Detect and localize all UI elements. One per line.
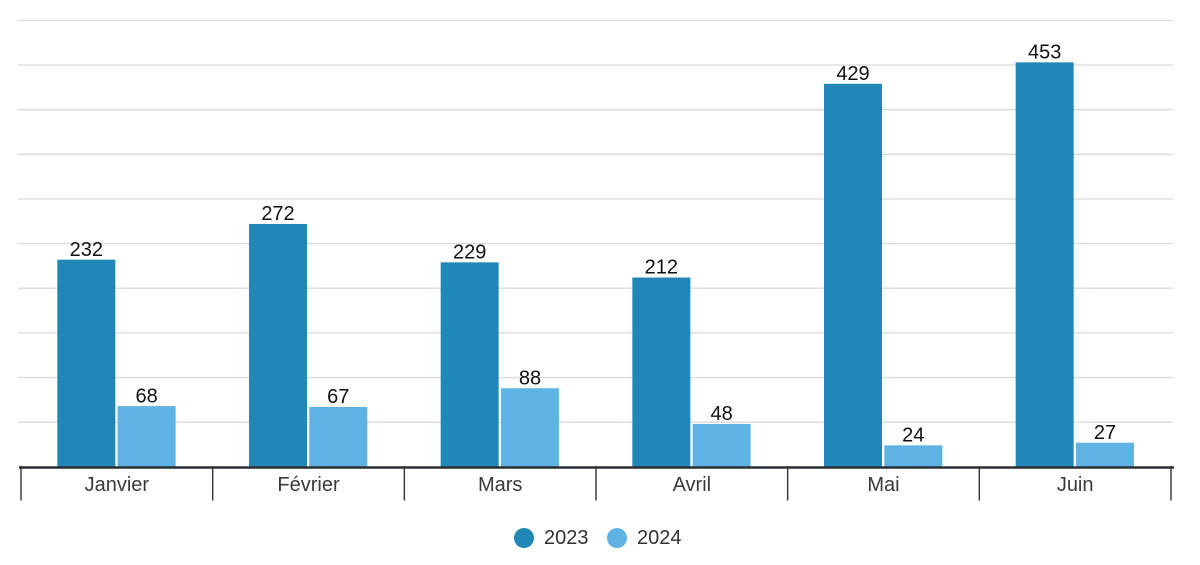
svg-text:2023: 2023 bbox=[544, 527, 589, 549]
svg-text:Avril: Avril bbox=[673, 474, 712, 496]
svg-text:429: 429 bbox=[836, 63, 869, 85]
svg-text:88: 88 bbox=[519, 367, 541, 389]
svg-text:272: 272 bbox=[261, 203, 294, 225]
svg-text:27: 27 bbox=[1094, 422, 1116, 444]
svg-text:229: 229 bbox=[453, 242, 486, 264]
svg-text:Mai: Mai bbox=[867, 474, 899, 496]
svg-text:232: 232 bbox=[70, 239, 103, 261]
svg-text:212: 212 bbox=[645, 257, 678, 279]
svg-text:453: 453 bbox=[1028, 42, 1061, 64]
svg-text:Mars: Mars bbox=[478, 474, 522, 496]
svg-text:Février: Février bbox=[277, 474, 340, 496]
svg-text:67: 67 bbox=[327, 386, 349, 408]
svg-text:2024: 2024 bbox=[637, 527, 682, 549]
svg-text:68: 68 bbox=[136, 385, 158, 407]
svg-text:Juin: Juin bbox=[1057, 474, 1094, 496]
svg-text:48: 48 bbox=[711, 403, 733, 425]
svg-text:Janvier: Janvier bbox=[85, 474, 150, 496]
svg-text:24: 24 bbox=[902, 425, 924, 447]
